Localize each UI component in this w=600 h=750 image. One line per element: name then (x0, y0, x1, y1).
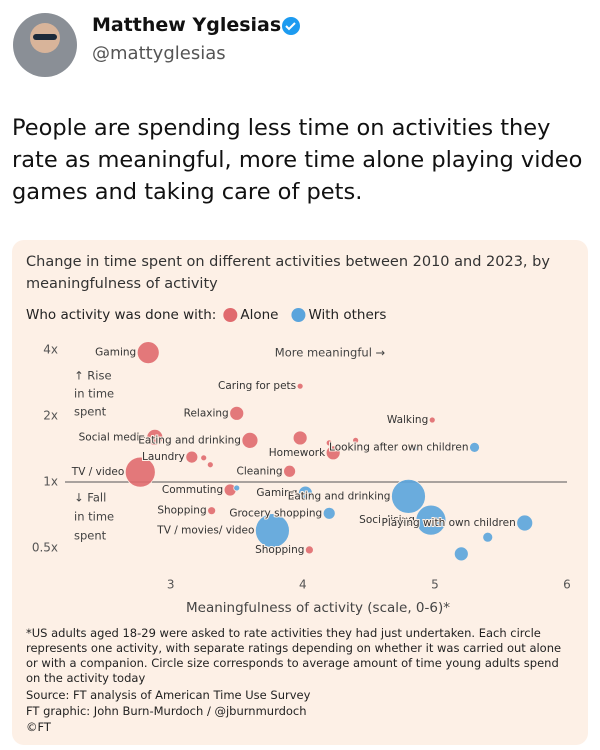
annotation: in time (74, 387, 114, 401)
bubble (298, 485, 313, 501)
bubble-label: Commuting (162, 484, 223, 496)
bubble-label: Gaming (95, 347, 136, 359)
x-tick-label: 6 (563, 578, 571, 592)
annotation: spent (74, 405, 107, 419)
bubble-label: Eating and drinking (288, 490, 391, 502)
bubble-label: Socialising (359, 514, 415, 526)
x-tick-label: 3 (167, 578, 175, 592)
bubble-label: Homework (269, 447, 326, 459)
bubble (207, 506, 217, 516)
legend-label: Alone (240, 307, 278, 323)
bubble (352, 436, 360, 444)
bubble-label: Cleaning (237, 465, 283, 477)
bubble (124, 456, 156, 488)
annotation: spent (74, 529, 107, 543)
x-tick-label: 5 (431, 578, 439, 592)
bubble (255, 513, 290, 549)
bubble (322, 506, 336, 520)
bubble (516, 514, 534, 532)
bubble (428, 416, 436, 424)
annotation: ↑ Rise (74, 369, 112, 383)
bubble-label: Laundry (142, 451, 185, 463)
y-tick-label: 1x (43, 475, 58, 489)
bubble (292, 430, 308, 446)
plot: Who activity was done with: Alone With oth… (26, 307, 571, 616)
bubble (200, 454, 208, 462)
annotation: More meaningful → (275, 346, 386, 360)
bubble-label: Playing with own children (382, 517, 516, 529)
x-tick-label: 4 (299, 578, 307, 592)
bubble (185, 450, 199, 464)
bubble (391, 478, 426, 514)
bubble-label: Walking (387, 414, 428, 426)
bubble (136, 341, 160, 365)
bubble (412, 443, 420, 451)
source: Source: FT analysis of American Time Use… (26, 688, 311, 702)
copyright: ©FT (26, 720, 51, 734)
avatar-glasses (33, 34, 57, 40)
bubble-label: Eating and drinking (138, 434, 241, 446)
bubble-label: Looking after own children (329, 441, 468, 453)
bubble (296, 382, 304, 390)
bubble (482, 531, 494, 543)
bubble-label: Shopping (157, 505, 206, 517)
y-tick-label: 4x (43, 343, 58, 357)
bubble (453, 546, 469, 562)
y-tick-label: 0.5x (32, 540, 58, 554)
legend-title: Who activity was done with: (26, 307, 216, 323)
bubble (415, 504, 447, 536)
annotation: in time (74, 510, 114, 524)
bubble (469, 441, 480, 453)
bubble (241, 431, 259, 449)
chart-title: Change in time spent on different activi… (26, 254, 550, 292)
legend-swatch (291, 308, 306, 322)
bubble (325, 439, 333, 447)
bubble-label: TV / movies/ video (156, 525, 254, 537)
bubble-label: Relaxing (184, 407, 229, 419)
legend-swatch (223, 308, 238, 322)
y-tick-label: 2x (43, 409, 58, 423)
bubble (233, 484, 241, 492)
bubble-label: TV / video (71, 466, 125, 478)
bubble (206, 461, 214, 469)
bubble-label: Grocery shopping (229, 507, 322, 519)
bubble (325, 445, 341, 461)
bubble (229, 405, 245, 421)
x-axis-label: Meaningfulness of activity (scale, 0-6)* (186, 600, 450, 616)
bubble (146, 428, 164, 446)
bubble-label: Gaming (256, 487, 297, 499)
user-handle[interactable]: @mattyglesias (92, 43, 226, 64)
user-name[interactable]: Matthew Yglesias (92, 14, 282, 36)
footnote: *US adults aged 18-29 were asked to rate… (26, 626, 562, 685)
verified-check (285, 22, 296, 31)
bubble-label: Social media (79, 431, 146, 443)
bubble (304, 545, 314, 555)
tweet-text: People are spending less time on activit… (12, 115, 583, 205)
bubble-label: Caring for pets (218, 380, 296, 392)
legend-label: With others (308, 307, 386, 323)
bubble (283, 464, 296, 478)
bubble-label: Shopping (255, 544, 304, 556)
annotation: ↓ Fall (74, 491, 106, 505)
credit: FT graphic: John Burn-Murdoch / @jburnmu… (26, 704, 307, 718)
